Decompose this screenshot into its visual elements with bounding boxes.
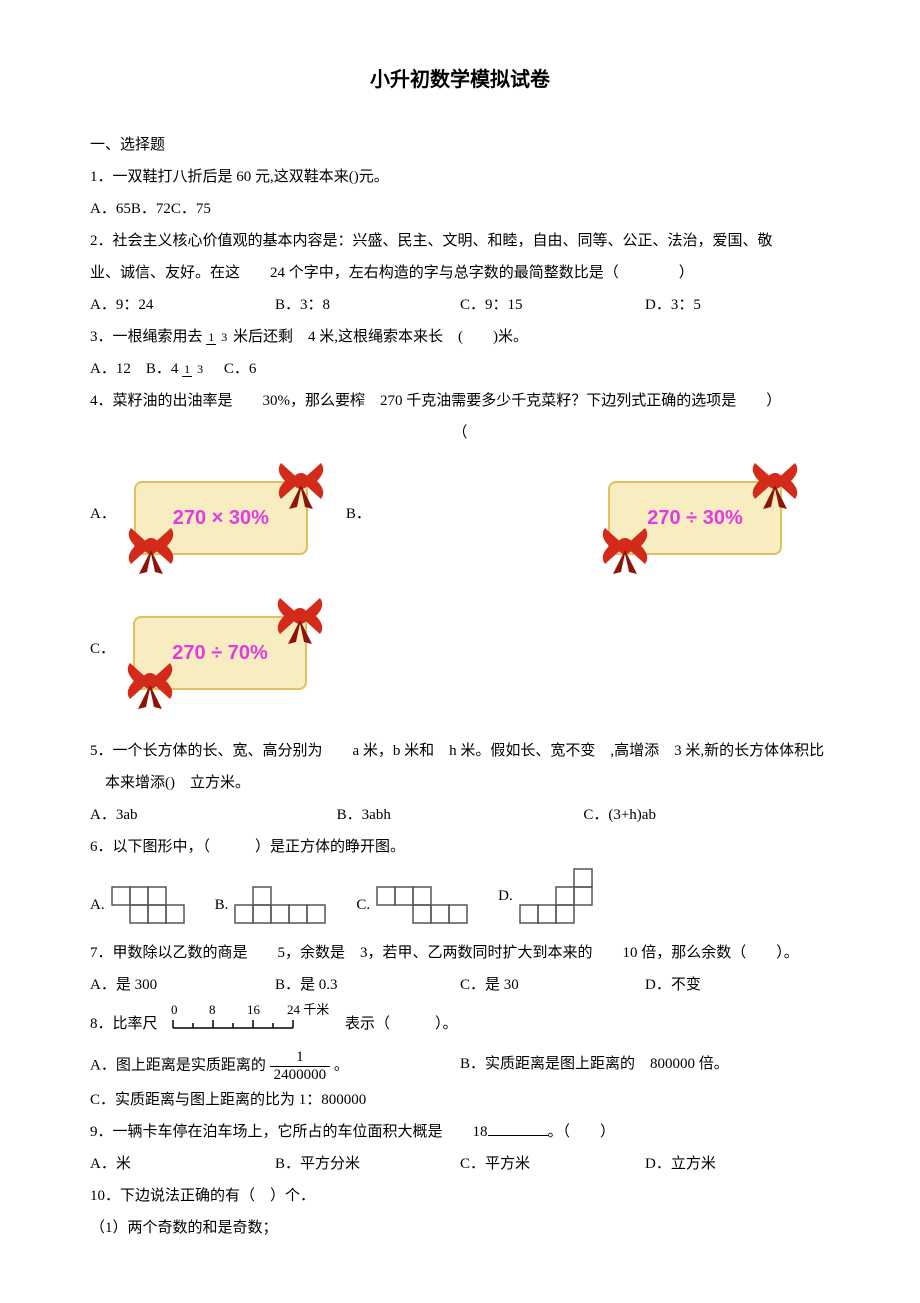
q3-post: 米后还剩 4 米,这根绳索本来长 ( )米。 [233,329,528,345]
bow-icon [120,651,180,711]
q5-opt-b: B．3abh [337,800,584,830]
q5-opt-c: C．(3+h)ab [583,800,830,830]
q4-opt-a-label: A． [90,499,116,529]
frac-top: 1 [270,1049,331,1066]
q5-options: A．3ab B．3abh C．(3+h)ab [90,800,830,830]
q4-card-a: 270 × 30% [126,456,326,571]
bow-icon [121,516,181,576]
q6-opt-a: A. [90,886,185,924]
q6-label-b: B. [215,890,229,920]
q5-line2: 本来增添() 立方米。 [90,768,830,798]
net-d-icon [519,868,593,924]
q8-line: 8．比率尺 0 8 16 24 千米 表示（ ）。 [90,1002,830,1047]
q4-row2: C． 270 ÷ 70% [90,591,830,706]
q7-opt-c: C．是 30 [460,970,645,1000]
fraction-icon: 1 2400000 [270,1049,331,1083]
q4-paren: （ [90,418,830,448]
q6-options: A. B. C. [90,868,830,924]
svg-text:0: 0 [171,1002,178,1017]
page-title: 小升初数学模拟试卷 [90,60,830,100]
fraction-icon: 1 3 [206,331,229,344]
q2-opt-b: B．3：8 [275,290,460,320]
q2-line2: 业、诚信、友好。在这 24 个字中，左右构造的字与总字数的最简整数比是（ ） [90,258,830,288]
q5-line1: 5．一个长方体的长、宽、高分别为 a 米，b 米和 h 米。假如长、宽不变 ,高… [90,736,830,766]
q6-opt-d: D. [498,868,593,924]
frac-num: 1 [182,362,192,377]
q7-opt-d: D．不变 [645,970,830,1000]
q4-opt-b-label: B． [346,499,371,529]
q7-opt-b: B．是 0.3 [275,970,460,1000]
q8-pre: 8．比率尺 [90,1016,158,1032]
svg-text:8: 8 [209,1002,216,1017]
q6-label-a: A. [90,890,105,920]
q3-opt-ab-pre: A．12 B．4 [90,361,182,377]
q3-pre: 3．一根绳索用去 [90,329,206,345]
q6-label-c: C. [356,890,370,920]
q4-opt-c-label: C． [90,634,115,664]
q2-opt-a: A．9：24 [90,290,275,320]
q8-a-post: 。 [334,1057,349,1073]
q7-options: A．是 300 B．是 0.3 C．是 30 D．不变 [90,970,830,1000]
q9-opt-d: D．立方米 [645,1149,830,1179]
q8-opt-c: C．实质距离与图上距离的比为 1：800000 [90,1085,830,1115]
q8-a-pre: A．图上距离是实质距离的 [90,1057,266,1073]
q4-text: 4．菜籽油的出油率是 30%，那么要榨 270 千克油需要多少千克菜籽？下边列式… [90,386,830,416]
q8-opt-a: A．图上距离是实质距离的 1 2400000 。 [90,1049,460,1083]
bow-icon [745,451,805,511]
svg-text:24 千米: 24 千米 [287,1002,329,1017]
q9-opt-c: C．平方米 [460,1149,645,1179]
bow-icon [270,586,330,646]
q6-opt-c: C. [356,886,468,924]
q9-text: 9．一辆卡车停在泊车场上，它所占的车位面积大概是 18 。（ ） [90,1117,830,1147]
q6-text: 6．以下图形中，（ ）是正方体的睁开图。 [90,832,830,862]
q3-options: A．12 B．4 1 3 C．6 [90,354,830,384]
q3-text: 3．一根绳索用去 1 3 米后还剩 4 米,这根绳索本来长 ( )米。 [90,322,830,352]
frac-den: 3 [195,362,205,376]
q8-options-ab: A．图上距离是实质距离的 1 2400000 。 B．实质距离是图上距离的 80… [90,1049,830,1083]
net-a-icon [111,886,185,924]
q7-text: 7．甲数除以乙数的商是 5，余数是 3，若甲、乙两数同时扩大到本来的 10 倍，… [90,938,830,968]
frac-den: 3 [219,330,229,344]
frac-bot: 2400000 [270,1066,331,1084]
frac-num: 1 [206,330,216,345]
q4-card-c: 270 ÷ 70% [125,591,325,706]
q4-card-b: 270 ÷ 30% [600,456,800,571]
q1-options: A．65B．72C．75 [90,194,830,224]
q2-options: A．9：24 B．3：8 C．9：15 D．3：5 [90,290,830,320]
q8-post: 表示（ ）。 [345,1016,458,1032]
q10-text: 10．下边说法正确的有（ ）个． [90,1181,830,1211]
net-c-icon [376,886,468,924]
q2-line1: 2．社会主义核心价值观的基本内容是：兴盛、民主、文明、和睦，自由、同等、公正、法… [90,226,830,256]
blank-line [488,1120,548,1136]
bow-icon [595,516,655,576]
q7-opt-a: A．是 300 [90,970,275,1000]
q8-opt-b: B．实质距离是图上距离的 800000 倍。 [460,1049,830,1083]
q9-options: A．米 B．平方分米 C．平方米 D．立方米 [90,1149,830,1179]
bow-icon [271,451,331,511]
q4-row1: A． 270 × 30% B． 270 ÷ 30% [90,456,830,571]
q2-opt-c: C．9：15 [460,290,645,320]
scale-ruler-icon: 0 8 16 24 千米 [161,1002,341,1047]
q1-text: 1．一双鞋打八折后是 60 元,这双鞋本来()元。 [90,162,830,192]
fraction-icon: 1 3 [182,363,205,376]
q9-pre: 9．一辆卡车停在泊车场上，它所占的车位面积大概是 18 [90,1124,488,1140]
q6-opt-b: B. [215,886,327,924]
q9-opt-a: A．米 [90,1149,275,1179]
q2-opt-d: D．3：5 [645,290,830,320]
q3-opt-c: C．6 [209,361,257,377]
svg-text:16: 16 [247,1002,261,1017]
q10-sub1: （1）两个奇数的和是奇数； [90,1213,830,1243]
q5-opt-a: A．3ab [90,800,337,830]
q6-label-d: D. [498,881,513,911]
section-heading: 一、选择题 [90,130,830,160]
q9-opt-b: B．平方分米 [275,1149,460,1179]
q9-post: 。（ ） [548,1124,616,1140]
net-b-icon [234,886,326,924]
